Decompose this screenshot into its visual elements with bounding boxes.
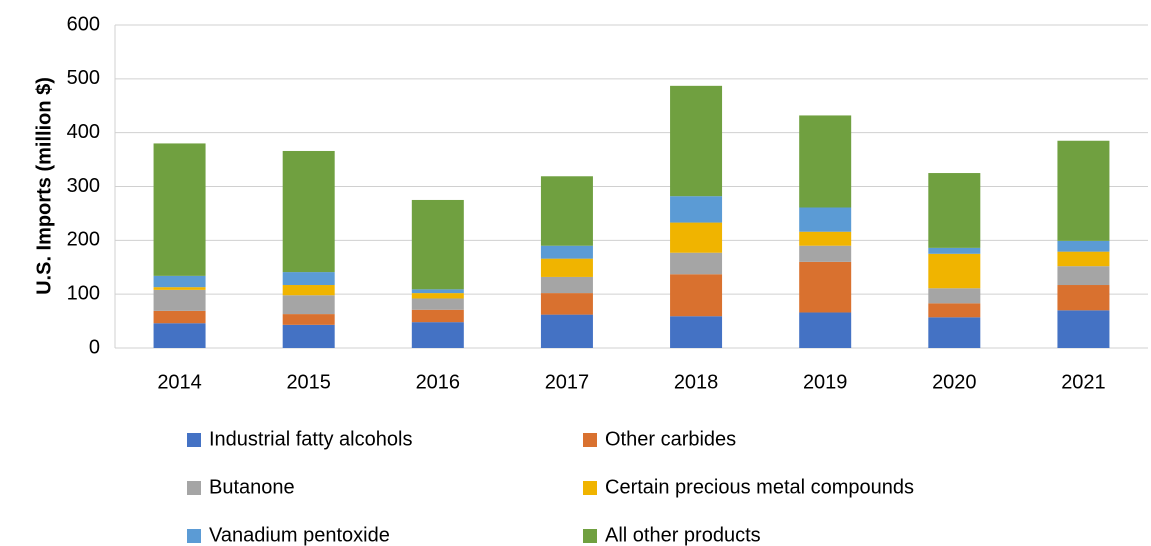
bar-segment xyxy=(670,222,723,253)
legend-label: Certain precious metal compounds xyxy=(605,476,914,498)
y-tick-label: 100 xyxy=(67,282,100,304)
bar-segment xyxy=(540,258,593,277)
bar-segment xyxy=(540,176,593,246)
bar-segment xyxy=(411,289,464,294)
bar-segment xyxy=(670,196,723,223)
x-tick-label: 2021 xyxy=(1061,371,1106,393)
bar-segment xyxy=(153,323,206,348)
legend-swatch xyxy=(187,481,201,495)
bar-segment xyxy=(282,285,335,296)
y-tick-label: 0 xyxy=(89,336,100,358)
x-tick-label: 2017 xyxy=(545,371,590,393)
bar-segment xyxy=(540,293,593,315)
bar-segment xyxy=(411,322,464,348)
bar-segment xyxy=(153,310,206,324)
legend-label: Other carbides xyxy=(605,428,736,450)
bar-segment xyxy=(411,309,464,323)
bar-segment xyxy=(1057,285,1110,311)
bar-segment xyxy=(799,245,852,262)
bar-segment xyxy=(1057,251,1110,267)
x-tick-label: 2019 xyxy=(803,371,848,393)
bar-segment xyxy=(670,252,723,275)
bar-segment xyxy=(411,298,464,310)
y-tick-label: 500 xyxy=(67,67,100,89)
x-tick-label: 2014 xyxy=(157,371,202,393)
bar-segment xyxy=(799,207,852,232)
bar-segment xyxy=(928,253,981,289)
y-tick-label: 200 xyxy=(67,229,100,251)
bar-segment xyxy=(799,115,852,208)
bar-segment xyxy=(282,272,335,286)
bar-segment xyxy=(282,150,335,273)
bar-segment xyxy=(799,231,852,246)
legend-swatch xyxy=(187,433,201,447)
legend-label: All other products xyxy=(605,524,761,546)
bar-segment xyxy=(153,275,206,288)
bar-segment xyxy=(540,276,593,294)
bar-segment xyxy=(1057,310,1110,348)
x-tick-label: 2018 xyxy=(674,371,719,393)
legend-label: Industrial fatty alcohols xyxy=(209,428,412,450)
x-tick-label: 2015 xyxy=(286,371,331,393)
bar-segment xyxy=(282,314,335,325)
legend-label: Butanone xyxy=(209,476,295,498)
y-tick-label: 600 xyxy=(67,13,100,35)
bar-segment xyxy=(411,293,464,299)
bar-segment xyxy=(411,199,464,290)
y-tick-label: 300 xyxy=(67,175,100,197)
bar-segment xyxy=(928,247,981,254)
bar-segment xyxy=(1057,266,1110,286)
legend-swatch xyxy=(583,481,597,495)
x-tick-label: 2020 xyxy=(932,371,977,393)
bar-segment xyxy=(1057,240,1110,252)
legend-swatch xyxy=(583,529,597,543)
bar-segment xyxy=(153,289,206,311)
legend-swatch xyxy=(583,433,597,447)
bar-segment xyxy=(670,316,723,348)
bar-segment xyxy=(153,287,206,290)
bar-segment xyxy=(928,317,981,348)
bar-segment xyxy=(928,288,981,304)
bar-segment xyxy=(928,303,981,318)
bar-segment xyxy=(153,143,206,276)
bar-segment xyxy=(540,245,593,259)
legend-swatch xyxy=(187,529,201,543)
bar-segment xyxy=(1057,140,1110,241)
y-axis-title: U.S. Imports (million $) xyxy=(33,77,55,295)
bar-segment xyxy=(928,173,981,248)
bar-segment xyxy=(799,312,852,348)
bar-segment xyxy=(670,85,723,197)
bar-segment xyxy=(670,274,723,317)
bar-segment xyxy=(540,314,593,348)
bar-segment xyxy=(282,324,335,348)
x-tick-label: 2016 xyxy=(416,371,461,393)
bar-segment xyxy=(799,261,852,313)
bar-segment xyxy=(282,295,335,315)
legend-label: Vanadium pentoxide xyxy=(209,524,390,546)
y-tick-label: 400 xyxy=(67,121,100,143)
